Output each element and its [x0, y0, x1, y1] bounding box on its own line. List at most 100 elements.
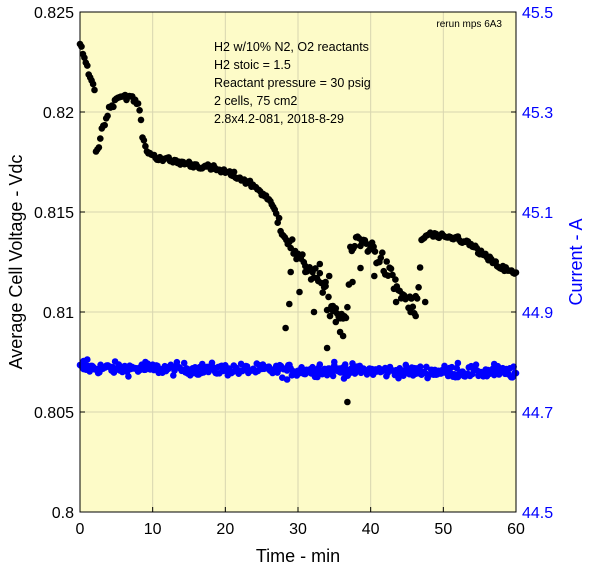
- voltage-point: [392, 276, 399, 283]
- current-point: [180, 359, 188, 367]
- current-point: [331, 358, 338, 366]
- current-point: [417, 363, 424, 371]
- voltage-point: [371, 248, 379, 255]
- voltage-point: [310, 308, 318, 316]
- y-left-tick-label: 0.8: [52, 505, 74, 522]
- voltage-point: [351, 242, 359, 250]
- current-point: [199, 360, 206, 368]
- current-point: [349, 360, 356, 367]
- voltage-point: [97, 135, 104, 142]
- voltage-point: [371, 272, 378, 280]
- y-left-tick-label: 0.81: [43, 305, 74, 322]
- voltage-point: [140, 137, 148, 144]
- x-axis-title: Time - min: [256, 546, 340, 566]
- voltage-point: [344, 303, 351, 311]
- y-right-tick-label: 45.3: [522, 105, 553, 122]
- current-point: [316, 361, 324, 368]
- current-point: [329, 372, 337, 380]
- annotation-line-5: 2.8x4.2-081, 2018-8-29: [214, 112, 344, 126]
- voltage-point: [134, 100, 142, 107]
- voltage-point: [299, 251, 306, 258]
- current-point: [395, 374, 402, 382]
- y-left-tick-label: 0.825: [34, 5, 74, 22]
- voltage-point: [326, 312, 334, 320]
- x-tick-label: 0: [76, 521, 85, 538]
- y-right-tick-label: 45.5: [522, 5, 553, 22]
- y-axis-left: 0.8 0.805 0.81 0.815 0.82 0.825: [34, 5, 85, 522]
- voltage-point: [302, 262, 309, 270]
- current-point: [472, 361, 480, 369]
- voltage-point: [296, 288, 303, 296]
- current-point: [283, 376, 291, 383]
- voltage-point: [319, 289, 327, 296]
- y-right-tick-label: 44.5: [522, 505, 553, 522]
- current-point: [454, 359, 462, 367]
- voltage-point: [383, 258, 391, 265]
- x-tick-label: 50: [434, 521, 452, 538]
- x-tick-label: 20: [216, 521, 234, 538]
- current-point: [400, 372, 407, 380]
- annotation-line-4: 2 cells, 75 cm2: [214, 94, 297, 108]
- x-tick-label: 60: [507, 521, 525, 538]
- annotation-line-1: H2 w/10% N2, O2 reactants: [214, 40, 369, 54]
- voltage-point: [332, 318, 340, 326]
- voltage-point: [415, 284, 422, 291]
- voltage-point: [312, 265, 319, 272]
- voltage-point: [339, 332, 347, 340]
- voltage-point: [316, 269, 324, 277]
- voltage-point: [379, 249, 386, 256]
- voltage-point: [136, 107, 143, 114]
- current-point: [453, 364, 461, 372]
- voltage-point: [409, 303, 417, 311]
- current-point: [125, 373, 132, 380]
- annotation-line-2: H2 stoic = 1.5: [214, 58, 291, 72]
- current-point: [510, 363, 517, 371]
- current-series: [76, 356, 520, 383]
- y-axis-right: 44.5 44.7 44.9 45.1 45.3 45.5: [511, 5, 553, 522]
- x-axis: 0 10 20 30 40 50 60: [76, 507, 525, 538]
- voltage-point: [407, 308, 414, 316]
- voltage-point: [413, 295, 421, 302]
- voltage-point: [325, 293, 332, 301]
- current-point: [509, 373, 516, 381]
- current-point: [448, 363, 456, 371]
- y-left-tick-label: 0.815: [34, 205, 74, 222]
- y-right-tick-label: 45.1: [522, 205, 553, 222]
- voltage-point: [342, 314, 350, 322]
- voltage-point: [392, 298, 400, 306]
- voltage-point: [101, 121, 108, 129]
- voltage-point: [137, 116, 145, 124]
- voltage-point: [287, 268, 295, 276]
- run-tag: rerun mps 6A3: [436, 19, 502, 30]
- x-tick-label: 10: [144, 521, 162, 538]
- current-point: [490, 360, 498, 368]
- voltage-point: [349, 278, 356, 286]
- voltage-point: [78, 43, 85, 50]
- x-tick-label: 30: [289, 521, 307, 538]
- current-point: [84, 356, 91, 363]
- voltage-point: [95, 144, 103, 151]
- voltage-point: [230, 168, 238, 176]
- voltage-point: [412, 312, 420, 320]
- y-axis-right-title: Current - A: [566, 218, 586, 305]
- x-tick-label: 40: [362, 521, 380, 538]
- voltage-point: [104, 112, 111, 120]
- voltage-point: [387, 265, 395, 273]
- voltage-point: [363, 240, 370, 247]
- voltage-point: [142, 142, 149, 150]
- voltage-point: [286, 300, 293, 308]
- voltage-point: [84, 62, 91, 69]
- current-point: [469, 370, 476, 378]
- y-right-tick-label: 44.9: [522, 305, 553, 322]
- voltage-point: [282, 324, 289, 332]
- y-right-tick-label: 44.7: [522, 405, 553, 422]
- y-axis-left-title: Average Cell Voltage - Vdc: [6, 155, 26, 370]
- y-left-tick-label: 0.805: [34, 405, 74, 422]
- voltage-point: [288, 236, 296, 243]
- voltage-series: [76, 40, 520, 406]
- annotation-line-3: Reactant pressure = 30 psig: [214, 76, 371, 90]
- voltage-point: [325, 272, 333, 280]
- current-point: [423, 363, 430, 371]
- voltage-point: [89, 80, 97, 88]
